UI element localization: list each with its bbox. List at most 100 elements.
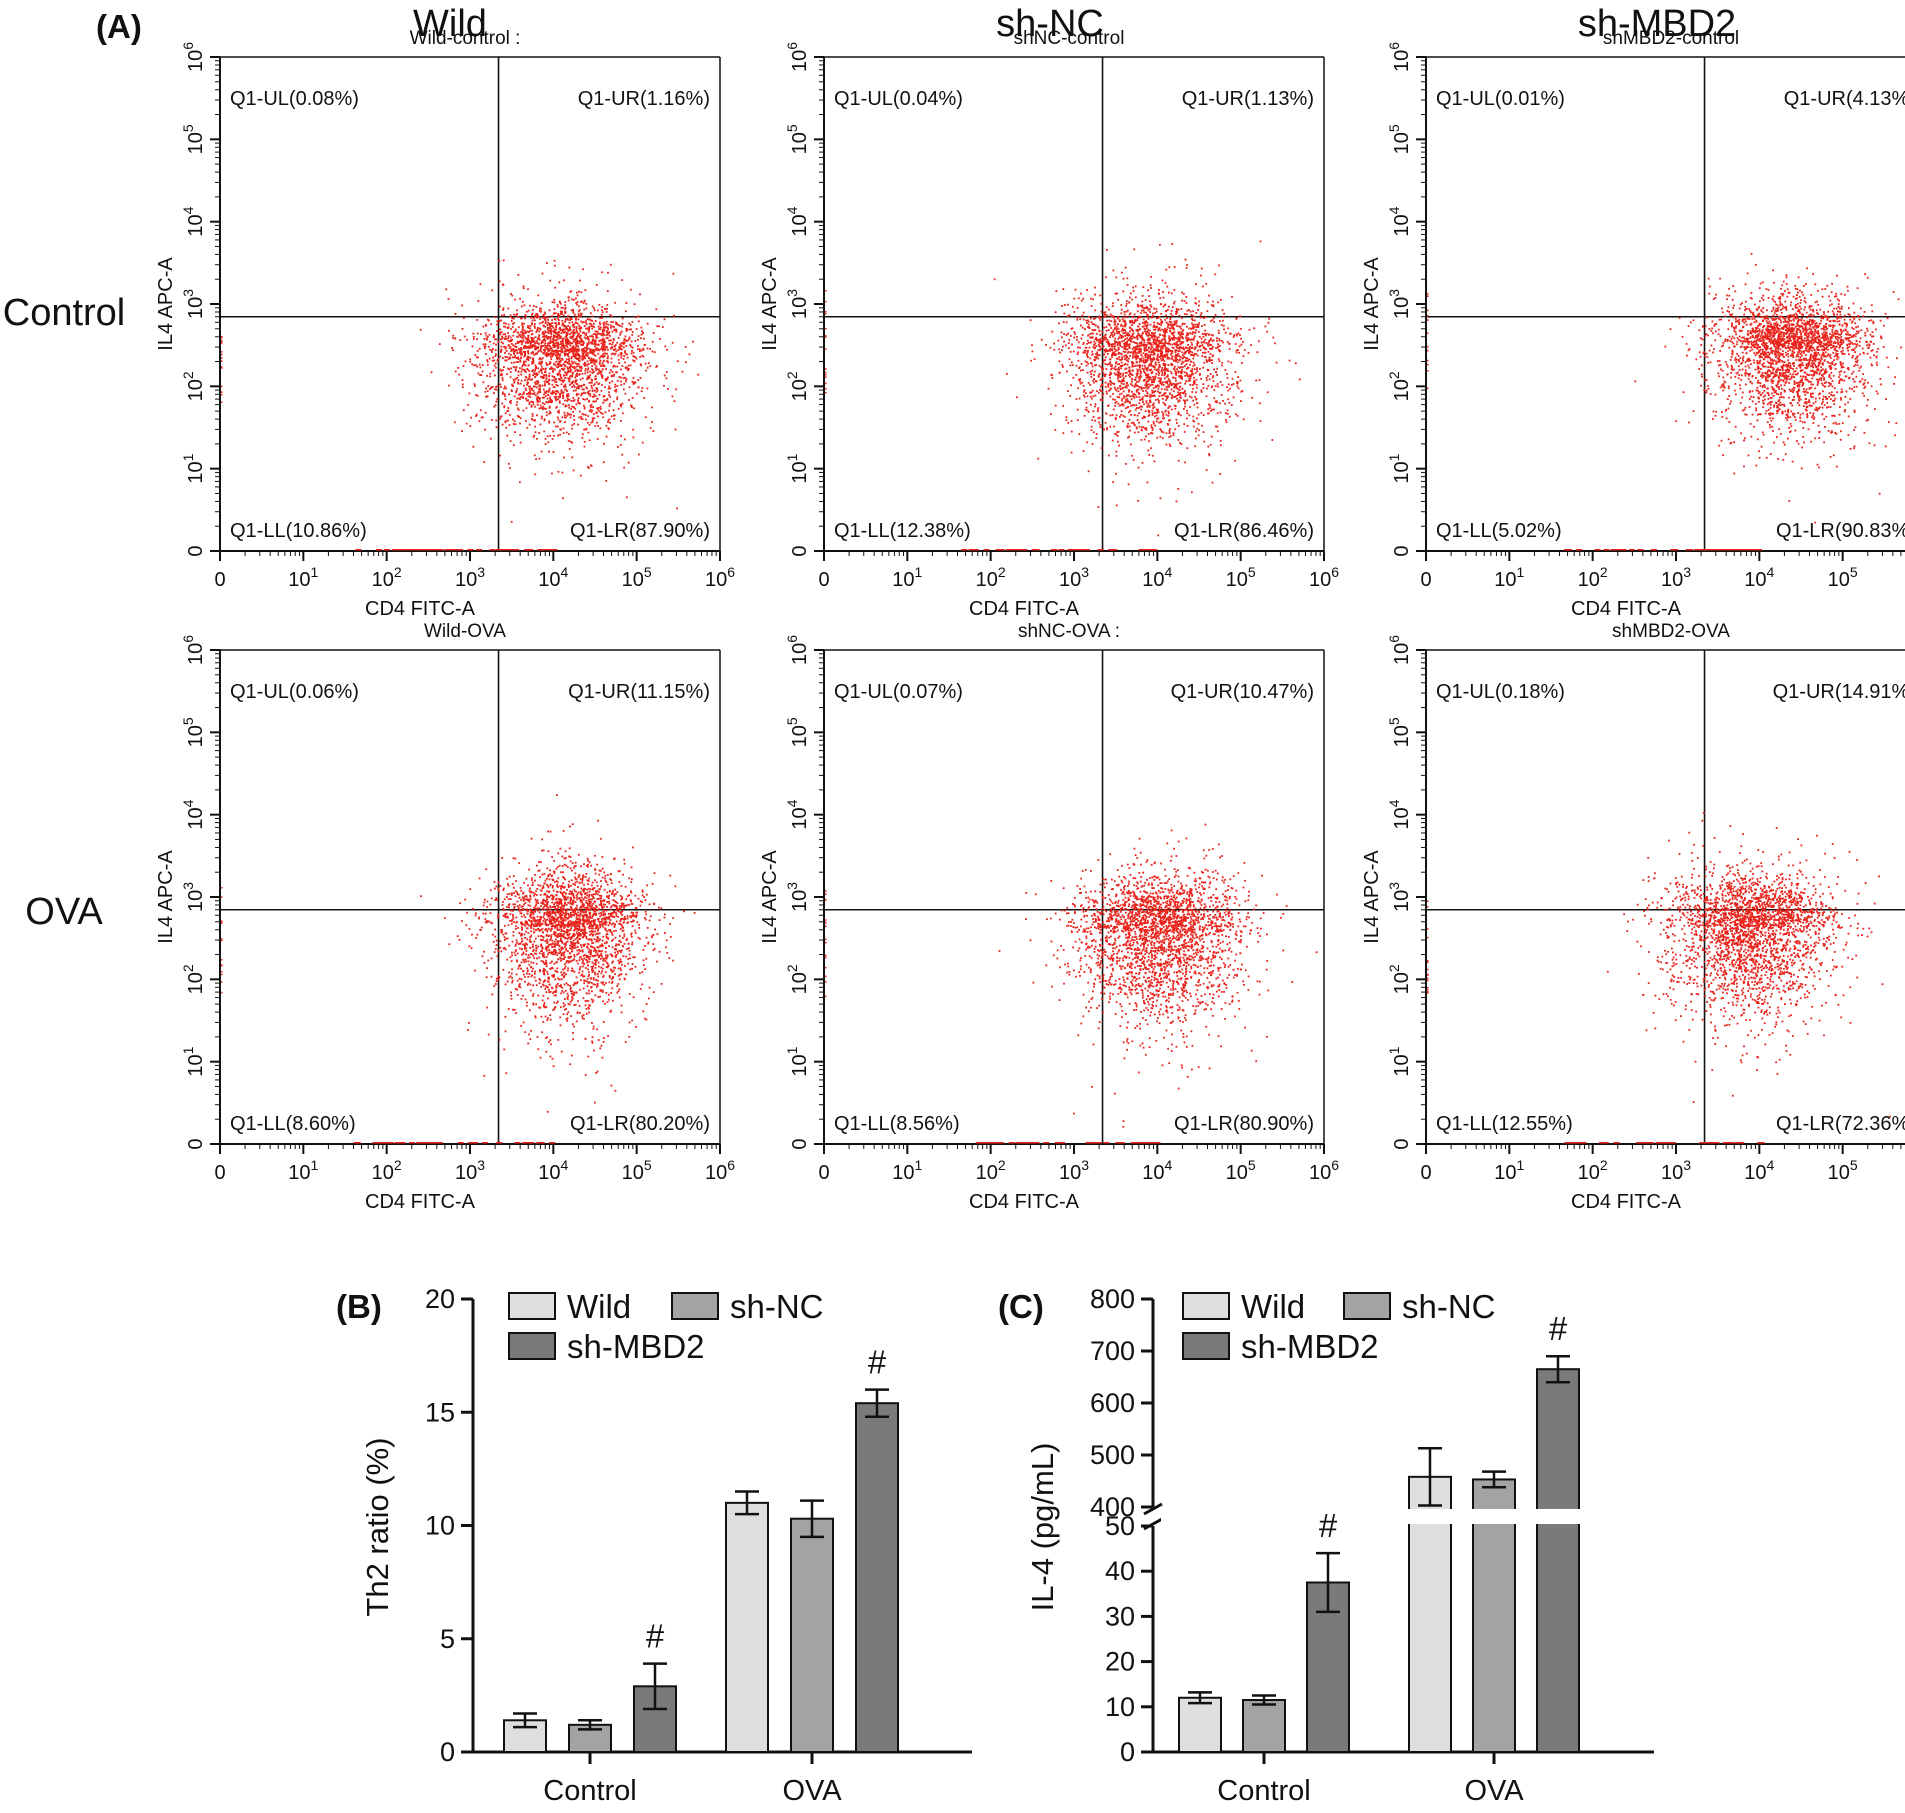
scatter-point xyxy=(1129,370,1132,373)
scatter-point xyxy=(529,390,531,392)
scatter-point xyxy=(546,347,549,350)
scatter-point xyxy=(625,327,628,330)
scatter-point xyxy=(1160,430,1163,433)
scatter-point xyxy=(1093,323,1096,326)
scatter-point xyxy=(1087,334,1089,337)
scatter-point xyxy=(1099,345,1101,348)
scatter-point xyxy=(430,371,433,374)
scatter-point xyxy=(587,337,589,340)
scatter-point xyxy=(1112,481,1114,483)
scatter-point xyxy=(639,377,642,379)
scatter-point xyxy=(526,378,529,381)
scatter-point xyxy=(221,401,223,403)
scatter-point xyxy=(588,318,591,321)
scatter-point xyxy=(517,361,519,363)
scatter-point xyxy=(534,385,536,388)
scatter-point xyxy=(1140,309,1143,312)
scatter-point xyxy=(533,340,536,343)
scatter-point xyxy=(591,319,594,322)
scatter-point xyxy=(586,345,589,347)
scatter-point xyxy=(554,351,557,354)
scatter-point xyxy=(559,369,561,372)
scatter-point xyxy=(516,397,519,400)
scatter-point xyxy=(483,461,486,463)
scatter-point xyxy=(552,430,555,433)
scatter-point xyxy=(538,457,541,460)
scatter-point xyxy=(1239,334,1241,336)
scatter-point xyxy=(568,413,571,416)
scatter-point xyxy=(1144,364,1146,367)
scatter-point xyxy=(539,357,541,360)
scatter-point xyxy=(1150,447,1152,450)
scatter-point xyxy=(584,289,587,292)
scatter-point xyxy=(1134,285,1137,288)
scatter-point xyxy=(1198,304,1200,307)
scatter-point xyxy=(610,361,613,364)
scatter-point xyxy=(548,322,551,325)
scatter-point xyxy=(540,363,542,366)
scatter-point xyxy=(587,363,590,365)
scatter-point xyxy=(508,357,511,360)
scatter-point xyxy=(1179,325,1182,328)
scatter-point xyxy=(1162,296,1165,299)
scatter-point xyxy=(1116,357,1118,360)
scatter-point xyxy=(601,384,603,386)
scatter-point xyxy=(578,374,581,376)
scatter-point xyxy=(1175,379,1177,382)
scatter-point xyxy=(478,347,481,350)
scatter-point xyxy=(1095,357,1097,360)
scatter-point xyxy=(501,377,504,379)
scatter-point xyxy=(503,406,506,409)
scatter-point xyxy=(517,358,520,360)
scatter-point xyxy=(1101,370,1104,372)
scatter-point xyxy=(577,315,580,318)
scatter-point xyxy=(580,355,583,358)
scatter-point xyxy=(558,281,561,284)
scatter-point xyxy=(572,350,575,353)
scatter-point xyxy=(576,372,579,375)
scatter-point xyxy=(1112,343,1114,345)
scatter-point xyxy=(581,377,584,380)
scatter-point xyxy=(487,319,490,322)
scatter-point xyxy=(565,431,568,434)
scatter-point xyxy=(1146,369,1149,372)
scatter-point xyxy=(1224,412,1227,415)
scatter-point xyxy=(1131,362,1133,364)
scatter-point xyxy=(1170,383,1173,386)
scatter-point xyxy=(609,369,612,372)
scatter-point xyxy=(590,384,593,387)
scatter-point xyxy=(494,374,496,377)
scatter-point xyxy=(221,367,223,369)
scatter-point xyxy=(572,331,575,334)
scatter-point xyxy=(608,385,610,388)
scatter-point xyxy=(601,271,604,274)
scatter-point xyxy=(1200,391,1203,393)
scatter-point xyxy=(596,333,599,336)
scatter-point xyxy=(640,333,643,336)
scatter-point xyxy=(1240,400,1242,402)
scatter-point xyxy=(1118,363,1120,365)
scatter-point xyxy=(586,343,589,346)
scatter-point xyxy=(1185,313,1188,316)
scatter-point xyxy=(557,384,559,387)
scatter-point xyxy=(1146,366,1149,369)
scatter-point xyxy=(1148,364,1151,367)
scatter-point xyxy=(1171,306,1174,308)
scatter-point xyxy=(1122,372,1125,375)
scatter-point xyxy=(489,437,492,440)
scatter-point xyxy=(587,318,590,321)
scatter-point xyxy=(623,466,625,469)
scatter-point xyxy=(1131,315,1134,318)
scatter-point xyxy=(1140,386,1143,389)
scatter-point xyxy=(1082,341,1085,344)
scatter-point xyxy=(534,326,536,329)
scatter-point xyxy=(1086,371,1089,374)
scatter-point xyxy=(1195,391,1197,394)
scatter-point xyxy=(512,378,515,381)
scatter-point xyxy=(594,389,596,392)
scatter-point xyxy=(1220,444,1222,447)
scatter-point xyxy=(597,343,600,346)
scatter-point xyxy=(1131,324,1133,326)
scatter-point xyxy=(1176,361,1179,364)
scatter-point xyxy=(1121,353,1123,356)
